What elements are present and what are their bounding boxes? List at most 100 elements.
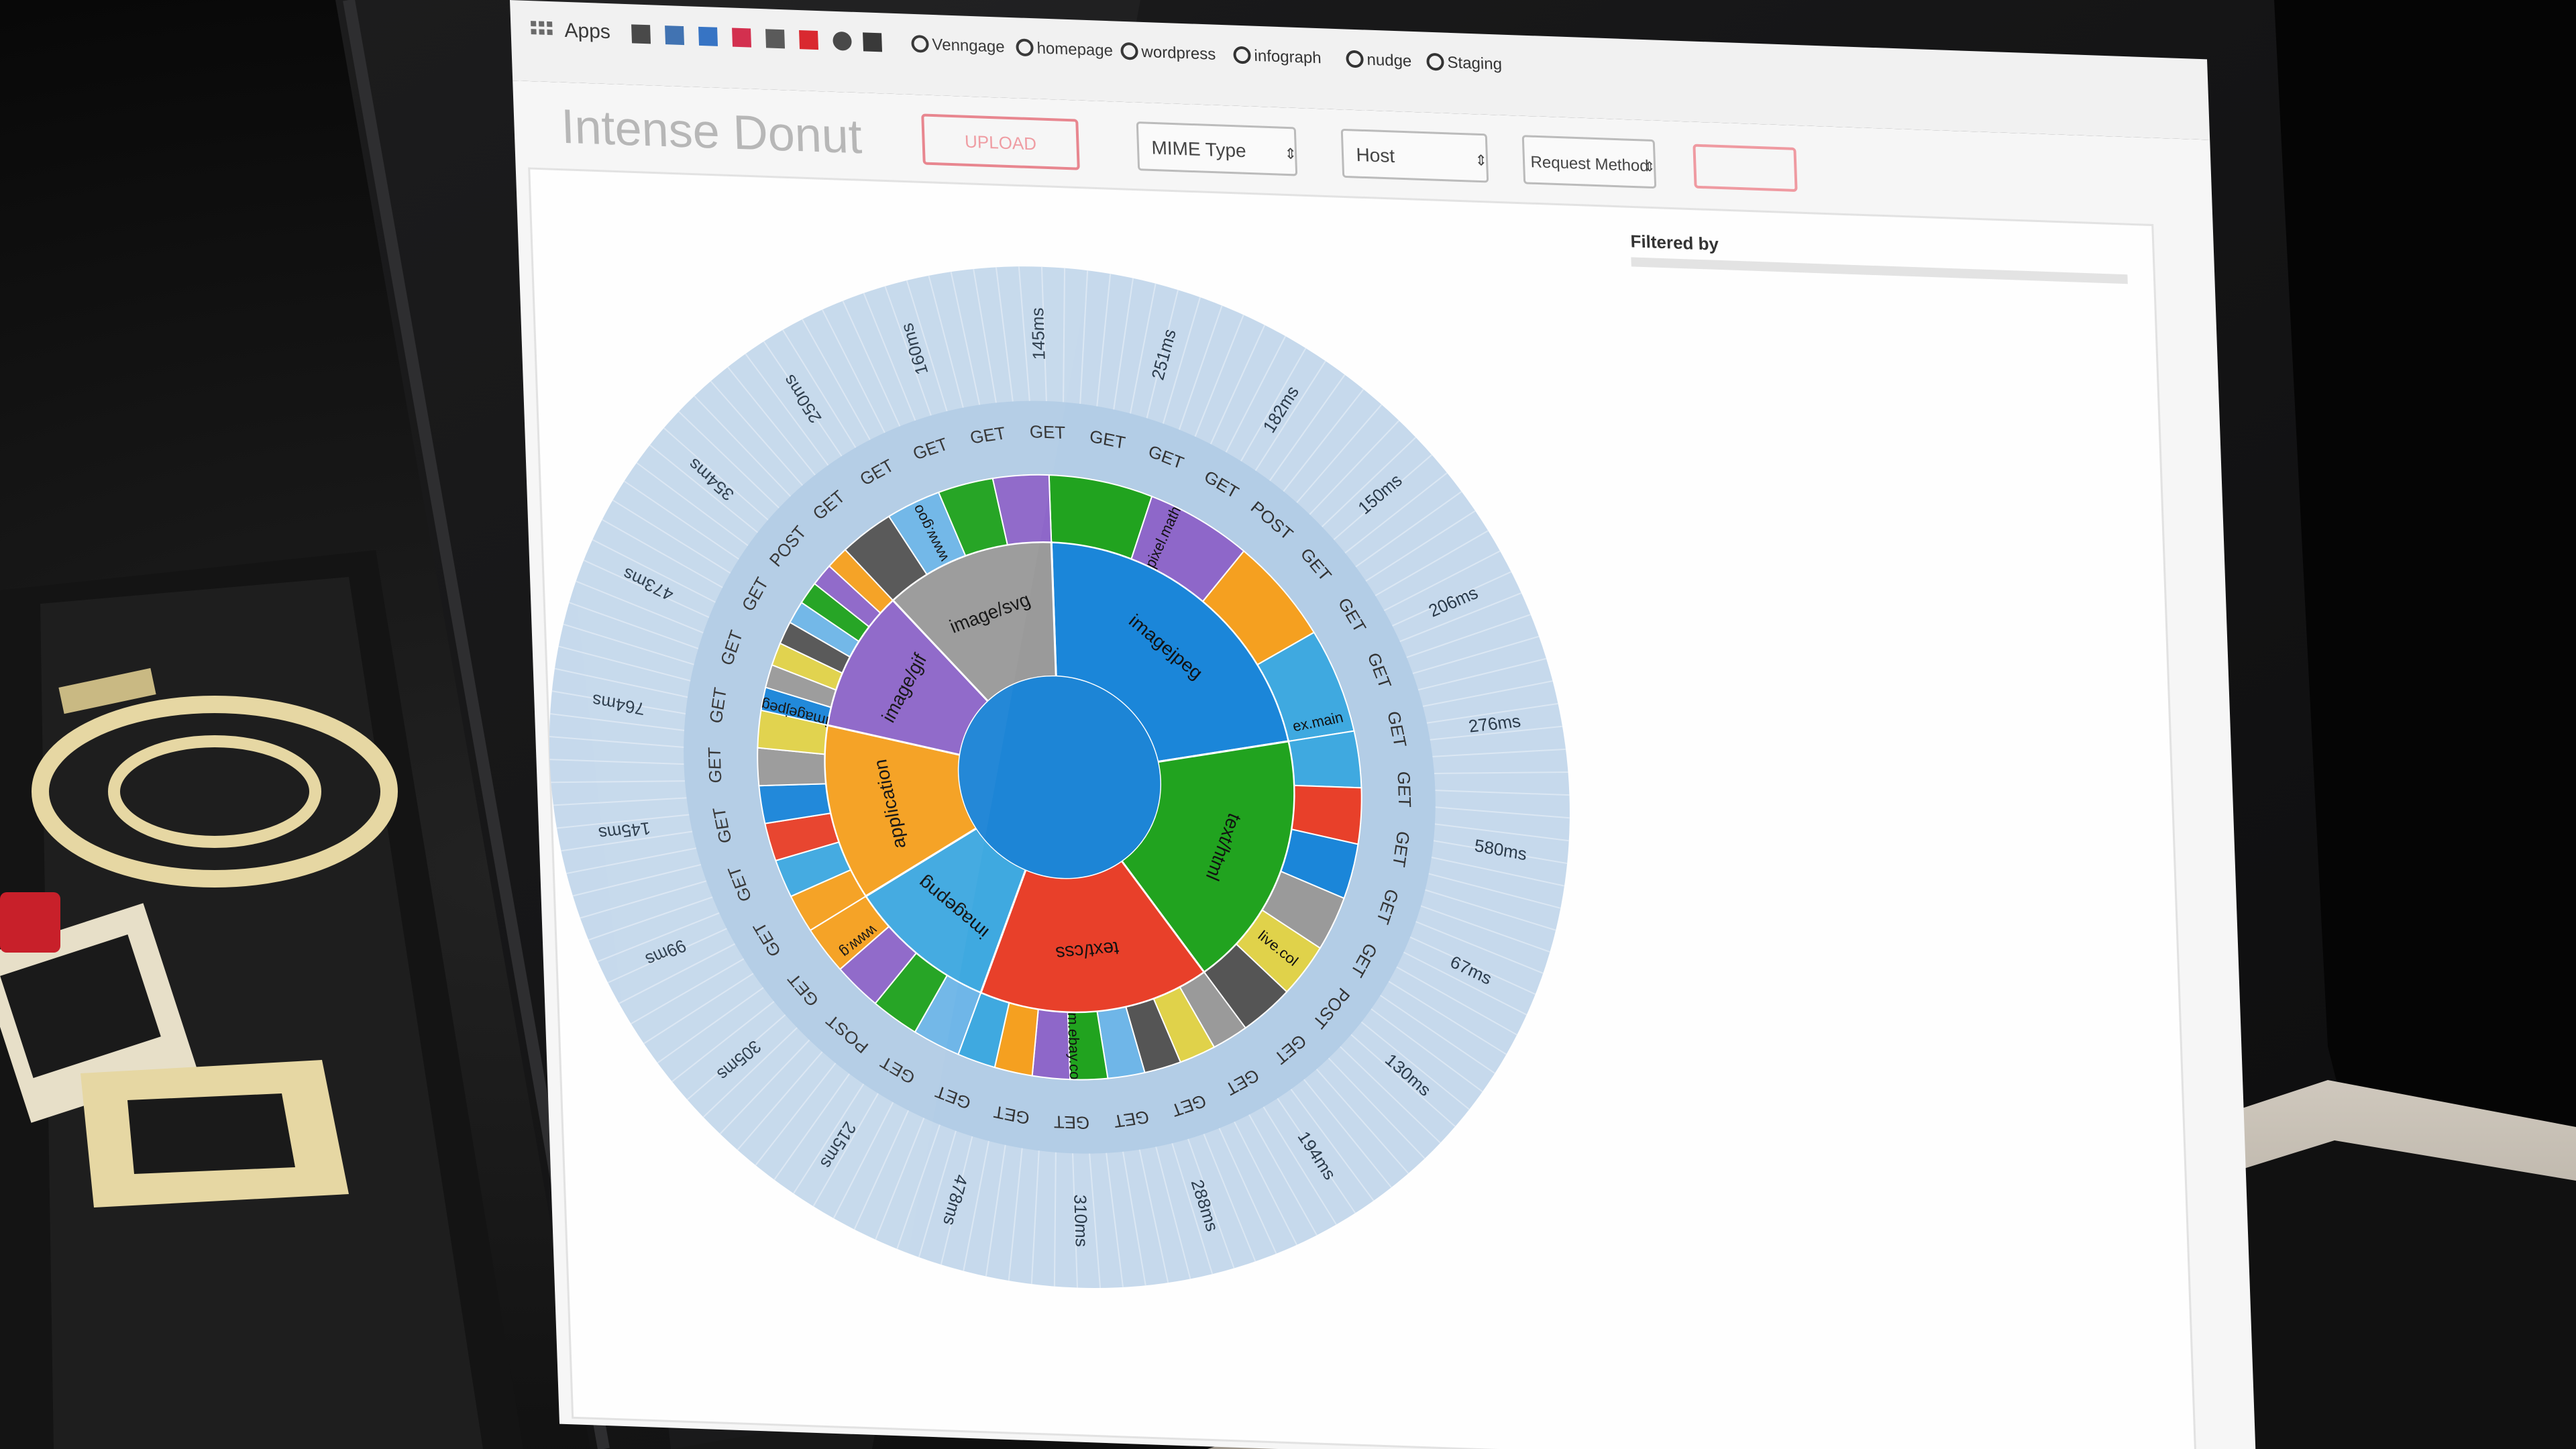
- segment-divider: [1415, 921, 1544, 974]
- segment-divider: [1431, 856, 1565, 887]
- segment-divider: [1350, 1034, 1456, 1127]
- segment-divider: [563, 623, 694, 665]
- filtered-by-label: Filtered by: [1630, 231, 1719, 254]
- segment-divider: [812, 1093, 879, 1207]
- segment-divider: [1240, 347, 1307, 462]
- segment-divider: [624, 480, 739, 560]
- bookmark-nudge[interactable]: nudge: [1346, 50, 1412, 70]
- segment-divider: [1316, 1069, 1409, 1174]
- segment-divider: [1171, 1143, 1214, 1275]
- request-method-select-label: Request Method: [1530, 153, 1649, 175]
- segment-divider: [950, 272, 981, 405]
- method-label: GET: [706, 686, 731, 725]
- segment-divider: [631, 958, 745, 1024]
- host-segment[interactable]: [991, 473, 1053, 546]
- segment-divider: [556, 814, 690, 829]
- segment-divider: [710, 380, 804, 486]
- segment-divider: [1018, 266, 1030, 401]
- upload-button[interactable]: [921, 113, 1080, 170]
- mime-type-select[interactable]: MIME Type ⇕: [1136, 121, 1298, 176]
- segment-divider: [1430, 725, 1563, 741]
- bookmark-label: homepage: [1036, 39, 1113, 60]
- segment-divider: [572, 863, 702, 897]
- segment-divider: [1296, 404, 1383, 503]
- segment-divider: [802, 319, 871, 441]
- segment-divider: [995, 267, 1014, 402]
- segment-divider: [1344, 472, 1448, 554]
- donut-center[interactable]: [955, 673, 1163, 881]
- segment-divider: [773, 1073, 850, 1181]
- bookmark-label: Staging: [1447, 54, 1502, 74]
- segment-divider: [1360, 1021, 1470, 1110]
- bookmark-links: Venngage homepage wordpress infograph nudge S…: [911, 35, 1502, 74]
- segment-divider: [1277, 1097, 1356, 1214]
- segment-divider: [561, 830, 693, 852]
- screen: Apps Venngage homepage wordpress infograph n…: [510, 0, 2257, 1449]
- segment-divider: [549, 735, 684, 748]
- segment-divider: [612, 499, 731, 574]
- segment-divider: [1263, 1106, 1337, 1225]
- segment-divider: [1248, 1114, 1318, 1236]
- bookmark-staging[interactable]: Staging: [1426, 53, 1502, 74]
- apps-icon[interactable]: [531, 21, 553, 36]
- segment-divider: [1155, 1146, 1191, 1279]
- github-icon: [1233, 46, 1251, 64]
- apps-label[interactable]: Apps: [564, 19, 610, 43]
- segment-divider: [875, 1118, 925, 1240]
- segment-divider: [1283, 388, 1364, 492]
- bookmark-icons: [631, 24, 883, 52]
- segment-divider: [1225, 335, 1287, 453]
- github-icon: [1426, 53, 1444, 71]
- segment-divider: [833, 1102, 894, 1219]
- segment-divider: [1371, 1008, 1483, 1093]
- method-label: GET: [1389, 829, 1413, 869]
- github-icon: [911, 35, 929, 53]
- method-label: GET: [704, 747, 726, 784]
- segment-divider: [896, 1124, 941, 1250]
- segment-divider: [1426, 702, 1558, 724]
- segment-divider: [1375, 530, 1489, 596]
- method-label: GET: [1394, 771, 1415, 808]
- bookmark-infograph[interactable]: infograph: [1233, 46, 1322, 68]
- segment-divider: [551, 780, 685, 784]
- bookmark-homepage[interactable]: homepage: [1016, 38, 1113, 60]
- segment-divider: [1187, 1138, 1235, 1269]
- segment-divider: [1428, 873, 1561, 909]
- method-label: GET: [1112, 1107, 1151, 1132]
- segment-divider: [1406, 614, 1532, 658]
- timing-label: 310ms: [1070, 1194, 1092, 1247]
- segment-divider: [1218, 1128, 1277, 1254]
- request-method-select[interactable]: Request Method ⇕: [1521, 135, 1657, 189]
- segment-divider: [1417, 657, 1547, 691]
- segment-divider: [1063, 268, 1066, 402]
- method-label: GET: [1053, 1112, 1090, 1133]
- segment-divider: [554, 667, 688, 698]
- segment-divider: [1162, 297, 1201, 424]
- segment-divider: [863, 292, 916, 421]
- browser-bar: [510, 0, 2210, 140]
- segment-divider: [1303, 1079, 1392, 1188]
- segment-divider: [566, 847, 697, 875]
- segment-divider: [1409, 936, 1536, 995]
- segment-divider: [928, 275, 964, 408]
- donut-chart: imagejpegtext/htmltext/cssimagepngapplic…: [549, 266, 1570, 1289]
- chevron-down-icon: ⇕: [1474, 152, 1487, 169]
- filter-action-button[interactable]: [1693, 144, 1798, 192]
- segment-divider: [821, 309, 885, 433]
- segment-divider: [580, 880, 707, 919]
- segment-divider: [985, 1144, 1006, 1277]
- bookmark-venngage[interactable]: Venngage: [911, 35, 1005, 56]
- segment-divider: [1079, 270, 1089, 405]
- sticker-notebook: [0, 550, 523, 1449]
- host-select[interactable]: Host ⇕: [1340, 128, 1489, 183]
- host-select-label: Host: [1356, 144, 1395, 166]
- segment-divider: [1321, 437, 1417, 528]
- segment-divider: [1432, 748, 1566, 757]
- segment-divider: [1392, 571, 1512, 627]
- upload-button-label: UPLOAD: [965, 131, 1037, 154]
- segment-divider: [1388, 981, 1507, 1055]
- bookmark-wordpress[interactable]: wordpress: [1120, 42, 1216, 64]
- segment-divider: [1203, 1134, 1256, 1262]
- segment-divider: [906, 280, 948, 412]
- mime-type-select-label: MIME Type: [1151, 137, 1246, 161]
